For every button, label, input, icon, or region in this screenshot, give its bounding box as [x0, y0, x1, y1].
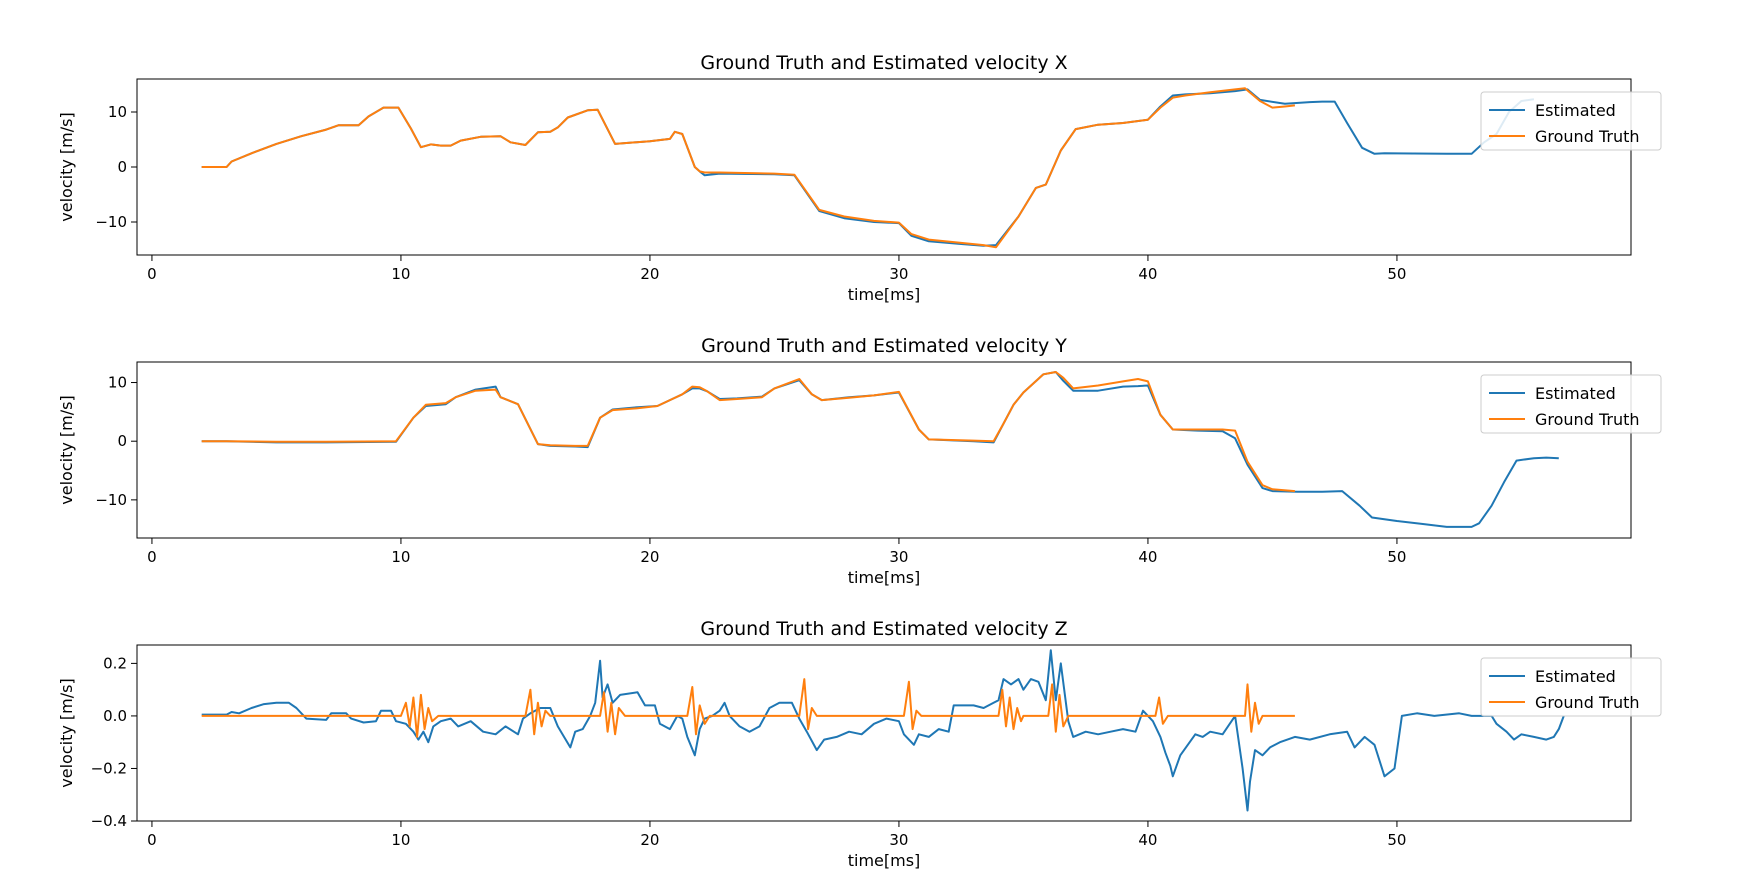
legend-entry: Estimated	[1535, 101, 1616, 120]
chart-title: Ground Truth and Estimated velocity Y	[701, 335, 1067, 357]
x-tick-label: 20	[640, 548, 659, 566]
x-tick-label: 10	[391, 831, 410, 849]
plot-frame	[136, 361, 1632, 539]
x-tick-label: 50	[1387, 265, 1406, 283]
plot-frame	[136, 644, 1632, 822]
x-tick-label: 0	[147, 265, 157, 283]
x-tick-label: 10	[391, 265, 410, 283]
y-tick-label: −0.2	[91, 759, 127, 777]
y-tick-label: −10	[95, 491, 127, 509]
legend: Estimated Ground Truth	[1480, 374, 1662, 434]
y-tick-label: −10	[95, 213, 127, 231]
x-tick-label: 20	[640, 831, 659, 849]
y-tick-label: 0	[117, 432, 127, 450]
x-tick-label: 0	[147, 831, 157, 849]
chart-title: Ground Truth and Estimated velocity Z	[700, 618, 1067, 640]
y-tick-label: −0.4	[91, 812, 127, 830]
series-line-ground-truth	[201, 678, 1295, 738]
series-lines	[201, 371, 1559, 528]
chart-panel-3: Ground Truth and Estimated velocity Z 0 10…	[57, 618, 1662, 870]
x-tick-label: 10	[391, 548, 410, 566]
legend-entry: Ground Truth	[1535, 693, 1640, 712]
x-tick-label: 40	[1138, 548, 1157, 566]
legend-box	[1480, 374, 1662, 434]
y-tick-label: 0	[117, 158, 127, 176]
chart-panel-1: Ground Truth and Estimated velocity X 0 10…	[57, 52, 1662, 304]
series-line-estimated	[201, 649, 1565, 812]
y-tick-label: 10	[108, 374, 127, 392]
legend-entry: Estimated	[1535, 384, 1616, 403]
y-tick-label: 0.0	[103, 707, 127, 725]
x-tick-label: 30	[889, 548, 908, 566]
legend-entry: Ground Truth	[1535, 127, 1640, 146]
x-axis-label: time[ms]	[848, 285, 921, 304]
series-line-ground-truth	[201, 371, 1295, 493]
chart-title: Ground Truth and Estimated velocity X	[700, 52, 1067, 74]
x-axis-label: time[ms]	[848, 851, 921, 870]
x-tick-label: 40	[1138, 831, 1157, 849]
plot-frame	[136, 78, 1632, 256]
legend-entry: Ground Truth	[1535, 410, 1640, 429]
chart-panel-2: Ground Truth and Estimated velocity Y 0 10…	[57, 335, 1662, 587]
series-lines	[201, 649, 1565, 812]
x-tick-label: 0	[147, 548, 157, 566]
legend-box	[1480, 91, 1662, 151]
x-tick-label: 20	[640, 265, 659, 283]
x-tick-label: 50	[1387, 548, 1406, 566]
x-tick-label: 30	[889, 265, 908, 283]
y-axis-label: velocity [m/s]	[57, 678, 76, 787]
y-tick-label: 0.2	[103, 654, 127, 672]
y-tick-label: 10	[108, 103, 127, 121]
legend-box	[1480, 657, 1662, 717]
series-line-ground-truth	[201, 87, 1296, 249]
series-lines	[201, 87, 1535, 249]
legend: Estimated Ground Truth	[1480, 657, 1662, 717]
y-axis-label: velocity [m/s]	[57, 112, 76, 221]
legend: Estimated Ground Truth	[1480, 91, 1662, 151]
x-tick-label: 40	[1138, 265, 1157, 283]
x-axis-label: time[ms]	[848, 568, 921, 587]
x-tick-label: 30	[889, 831, 908, 849]
x-tick-label: 50	[1387, 831, 1406, 849]
y-axis-label: velocity [m/s]	[57, 395, 76, 504]
legend-entry: Estimated	[1535, 667, 1616, 686]
